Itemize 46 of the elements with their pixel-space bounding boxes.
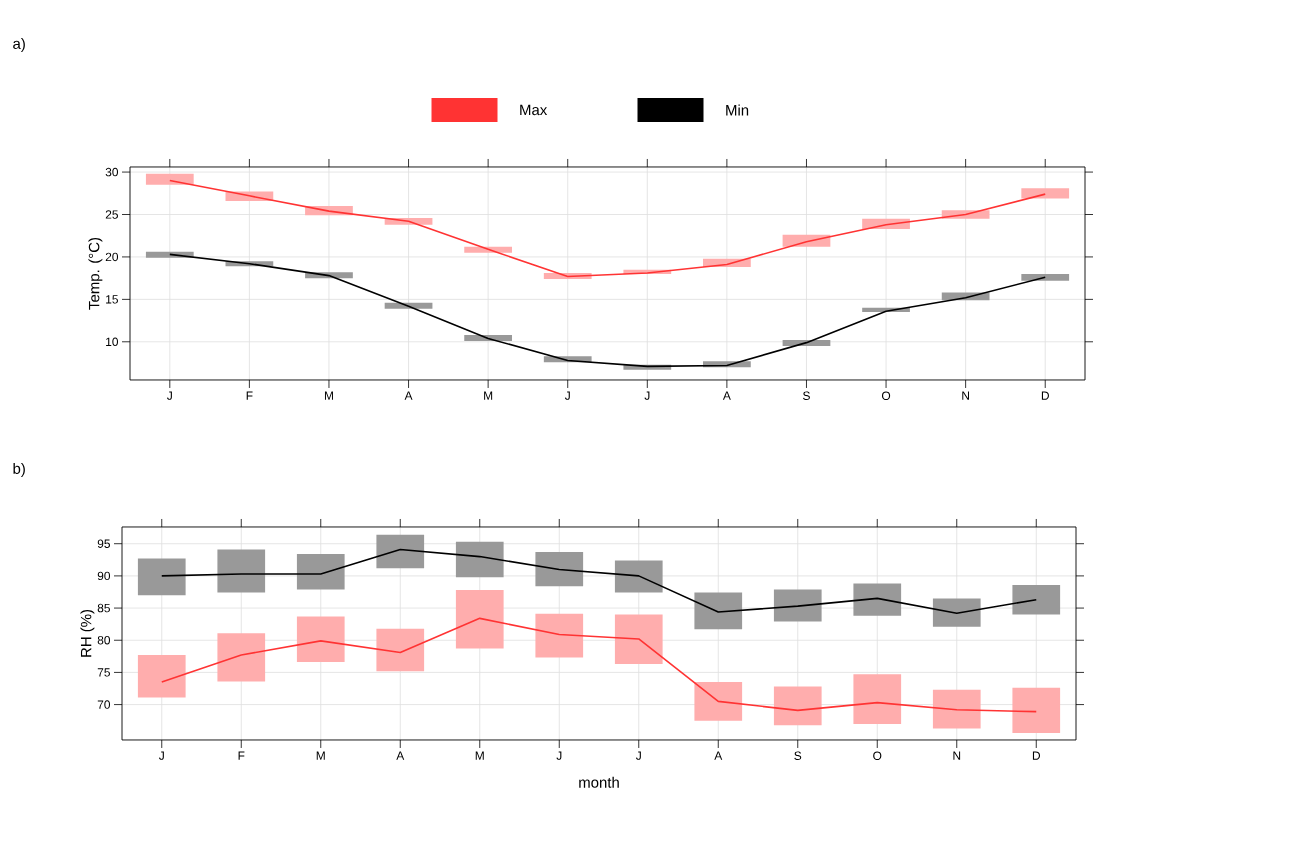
legend-label: Max	[520, 104, 548, 116]
x-tick-label: J	[158, 751, 164, 760]
y-tick-label: 85	[97, 603, 110, 613]
line-series	[169, 179, 1047, 278]
x-tick-label: A	[714, 751, 723, 760]
x-tick-label: D	[1032, 751, 1041, 760]
line-series	[160, 617, 1038, 713]
x-tick-label: A	[722, 391, 731, 400]
y-tick-label: 90	[97, 571, 111, 581]
x-tick-label: M	[324, 391, 333, 400]
chart-title: a)	[13, 38, 25, 52]
y-tick-label: 10	[106, 337, 119, 347]
line-series	[160, 548, 1038, 615]
legend-label: Min	[726, 104, 749, 116]
chart-title: b)	[13, 463, 25, 477]
y-axis-title: RH (%)	[80, 609, 95, 657]
x-tick-label: M	[316, 751, 325, 760]
x-tick-label: M	[475, 751, 484, 760]
x-tick-label: M	[484, 391, 493, 400]
x-tick-label: N	[962, 391, 969, 400]
x-tick-label: J	[556, 751, 562, 760]
x-tick-label: S	[794, 751, 802, 760]
x-tick-label: S	[803, 391, 810, 400]
y-tick-label: 75	[97, 668, 110, 677]
y-tick-label: 30	[105, 167, 119, 177]
x-tick-label: J	[564, 391, 570, 400]
y-tick-label: 80	[97, 636, 111, 645]
x-tick-label: A	[396, 751, 405, 760]
y-tick-label: 70	[97, 700, 111, 709]
x-axis-title: month	[579, 776, 619, 788]
y-tick-label: 15	[106, 295, 118, 304]
x-tick-label: F	[246, 391, 253, 400]
y-tick-label: 95	[97, 539, 110, 548]
y-tick-label: 25	[105, 210, 118, 219]
x-tick-label: J	[635, 751, 641, 760]
x-tick-label: O	[873, 751, 882, 760]
x-tick-label: D	[1041, 391, 1049, 400]
y-axis-title: Temp. (°C)	[88, 237, 103, 310]
x-tick-label: O	[881, 391, 891, 400]
x-tick-label: J	[644, 391, 650, 400]
x-tick-label: A	[404, 391, 413, 400]
line-series	[169, 253, 1047, 368]
x-tick-label: J	[167, 391, 172, 400]
y-tick-label: 20	[105, 252, 119, 262]
x-tick-label: N	[953, 751, 961, 760]
x-tick-label: F	[238, 751, 245, 760]
